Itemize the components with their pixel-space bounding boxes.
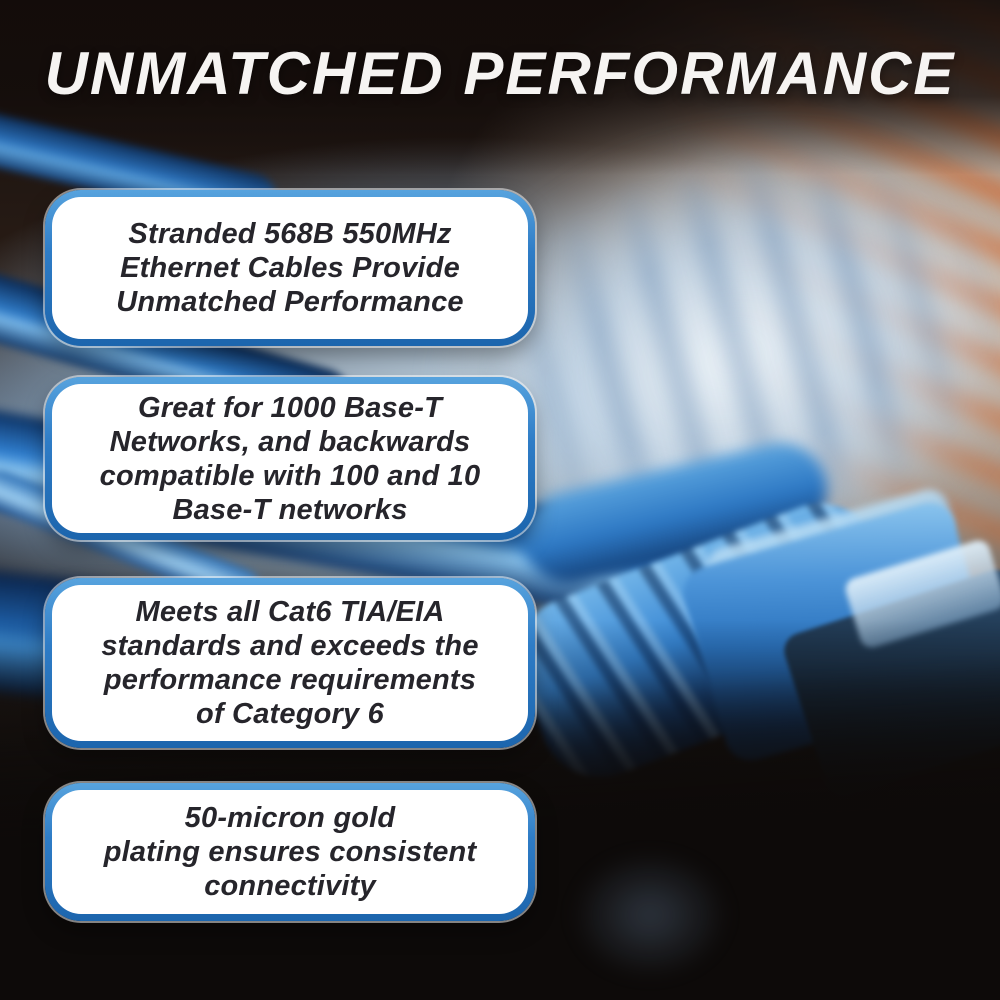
callout-box-2-inner: Great for 1000 Base-T Networks, and back… [52,384,528,533]
callout-box-4-inner: 50-micron gold plating ensures consisten… [52,790,528,914]
callout-box-4: 50-micron gold plating ensures consisten… [45,783,535,921]
callout-box-1-inner: Stranded 568B 550MHz Ethernet Cables Pro… [52,197,528,339]
callout-text-2: Great for 1000 Base-T Networks, and back… [99,391,481,526]
callout-box-3: Meets all Cat6 TIA/EIA standards and exc… [45,578,535,748]
callout-box-2: Great for 1000 Base-T Networks, and back… [45,377,535,540]
callout-text-4: 50-micron gold plating ensures consisten… [103,802,477,902]
callout-box-3-inner: Meets all Cat6 TIA/EIA standards and exc… [52,585,528,741]
callout-text-3: Meets all Cat6 TIA/EIA standards and exc… [101,596,479,730]
blue-haze-shape [545,830,755,1000]
page-title: UNMATCHED PERFORMANCE [44,40,956,107]
callout-text-1: Stranded 568B 550MHz Ethernet Cables Pro… [116,218,464,318]
callout-box-1: Stranded 568B 550MHz Ethernet Cables Pro… [45,190,535,346]
